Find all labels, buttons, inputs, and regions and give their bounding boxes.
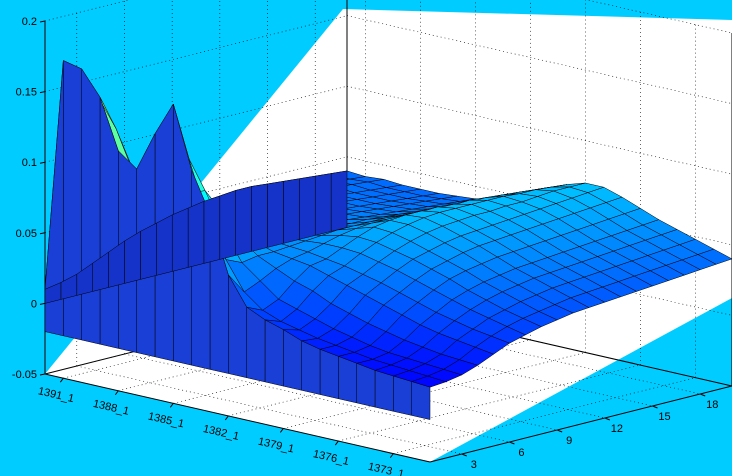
surface-skirt (187, 200, 205, 268)
z-tick-label: 0.15 (16, 87, 37, 99)
surface-skirt (203, 195, 221, 264)
surface-skirt (374, 370, 394, 412)
z-tick-label: -0.05 (12, 369, 37, 381)
x-tick-mark (389, 453, 394, 458)
surface-skirt (319, 348, 339, 400)
x-tick-mark (114, 390, 119, 396)
surface-skirt (338, 355, 357, 404)
surface-skirt (283, 178, 300, 244)
z-tick-label: 0.2 (22, 16, 37, 28)
z-tick-mark (39, 373, 46, 376)
z-tick-mark (39, 302, 46, 305)
y-tick-mark (461, 453, 467, 457)
y-tick-mark (556, 429, 563, 433)
y-tick-mark (604, 417, 611, 421)
y-tick-label: 12 (611, 423, 623, 435)
surface-skirt (356, 362, 376, 408)
surface-skirt (251, 183, 268, 252)
z-tick-label: 0.1 (22, 157, 37, 169)
y-tick-label: 9 (566, 435, 572, 447)
surface-skirt (267, 181, 284, 248)
x-tick-mark (224, 415, 229, 421)
surface-skirt (411, 381, 431, 420)
surface-skirt (299, 175, 316, 240)
z-tick-mark (39, 91, 46, 94)
x-tick-mark (59, 377, 64, 383)
surface-skirt (393, 375, 412, 416)
y-tick-label: 3 (471, 459, 477, 471)
z-tick-mark (39, 20, 46, 23)
surface-skirt (44, 60, 64, 337)
surface-skirt (219, 190, 236, 260)
y-tick-label: 6 (518, 447, 524, 459)
axis-line-x (44, 373, 431, 463)
surface-skirt (235, 186, 252, 256)
surface-skirt (314, 173, 332, 236)
surface-skirt (264, 319, 284, 387)
surface-skirt (156, 214, 173, 276)
y-tick-mark (509, 441, 515, 445)
surface-skirt (171, 207, 189, 272)
surface-skirt (81, 68, 101, 345)
axis-line-y (429, 385, 732, 463)
y-axis-ticks: 3 6 9 12 15 18 (461, 393, 718, 471)
surface-skirt (140, 222, 157, 280)
surface-skirt (246, 306, 266, 383)
surface-mesh (44, 60, 732, 420)
surface-skirt (44, 282, 62, 304)
surface-skirt (301, 340, 321, 395)
z-tick-mark (39, 232, 46, 235)
y-tick-label: 18 (706, 399, 718, 411)
z-tick-mark (39, 161, 46, 164)
y-tick-label: 15 (658, 411, 670, 423)
x-tick-mark (334, 440, 339, 446)
y-tick-mark (700, 393, 706, 397)
surface-skirt (330, 170, 348, 232)
y-tick-mark (652, 405, 658, 409)
z-tick-label: 0.05 (16, 228, 37, 240)
x-tick-mark (169, 403, 174, 408)
z-axis-ticks: -0.05 0 0.05 0.1 0.15 0.2 (12, 16, 46, 381)
z-tick-label: 0 (31, 298, 37, 310)
x-tick-mark (279, 428, 284, 433)
